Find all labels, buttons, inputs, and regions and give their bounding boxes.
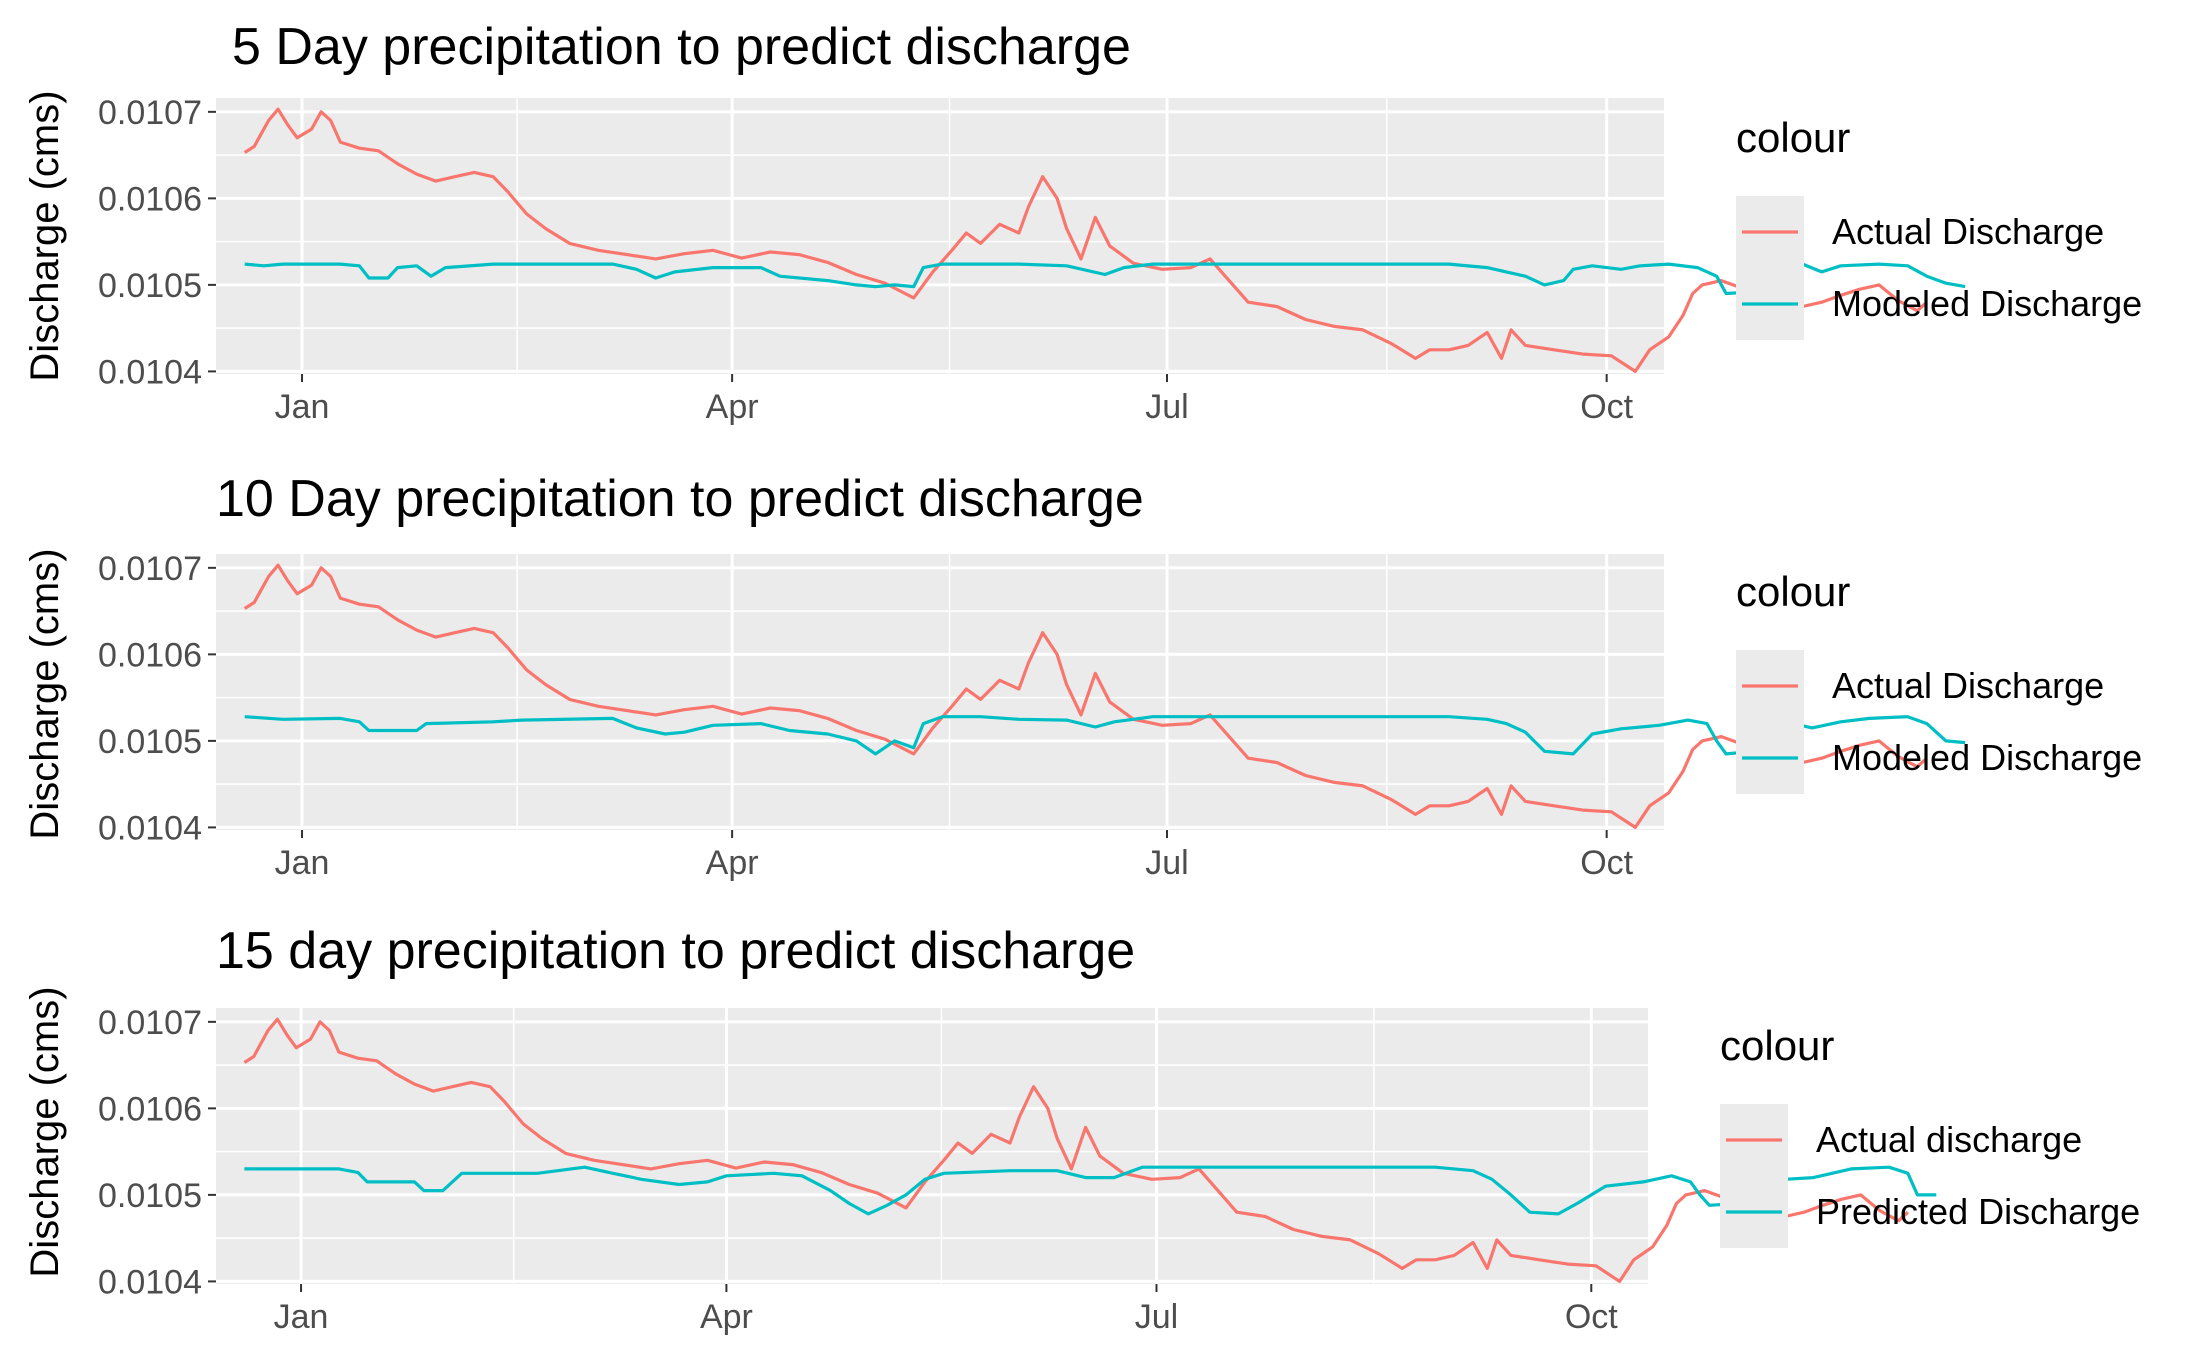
x-tick-label: Jan: [275, 844, 330, 882]
legend-label: Predicted Discharge: [1816, 1191, 2140, 1232]
y-tick-label: 0.0106: [98, 1090, 202, 1128]
chart-svg-1: 5 Day precipitation to predict discharge…: [23, 18, 2142, 426]
chart-title: 5 Day precipitation to predict discharge: [232, 18, 1131, 76]
plot-background: [216, 98, 1664, 374]
plot-background: [216, 1008, 1648, 1284]
series-line-actual-discharge: [243, 563, 1928, 829]
x-tick-label: Oct: [1580, 388, 1633, 426]
y-tick-label: 0.0107: [98, 550, 202, 588]
legend-label: Actual Discharge: [1832, 665, 2104, 706]
y-tick-label: 0.0104: [98, 1263, 202, 1301]
legend-label: Actual Discharge: [1832, 211, 2104, 252]
chart-panel-2: 10 Day precipitation to predict discharg…: [0, 450, 2187, 900]
chart-title: 10 Day precipitation to predict discharg…: [216, 470, 1144, 528]
y-tick-label: 0.0106: [98, 180, 202, 218]
y-axis-label: Discharge (cms): [23, 90, 67, 381]
chart-svg-3: 15 day precipitation to predict discharg…: [23, 922, 2140, 1336]
series-line-actual-discharge: [243, 1017, 1909, 1283]
legend-title: colour: [1736, 568, 1850, 615]
legend-label: Modeled Discharge: [1832, 737, 2142, 778]
y-tick-label: 0.0104: [98, 809, 202, 847]
y-tick-label: 0.0107: [98, 94, 202, 132]
x-tick-label: Jul: [1145, 388, 1188, 426]
series-line-predicted-discharge: [244, 1165, 1937, 1216]
legend: colour Actual discharge Predicted Discharg…: [1720, 1022, 2140, 1248]
x-tick-label: Apr: [700, 1298, 753, 1336]
y-tick-label: 0.0105: [98, 723, 202, 761]
y-tick-label: 0.0107: [98, 1004, 202, 1042]
legend-title: colour: [1720, 1022, 1834, 1069]
y-tick-label: 0.0104: [98, 353, 202, 391]
x-tick-label: Jul: [1135, 1298, 1178, 1336]
plot-area: 0.0104 0.0105 0.0106 0.0107 Jan Apr Jul Oct: [98, 550, 1966, 882]
plot-background: [216, 554, 1664, 830]
chart-panel-1: 5 Day precipitation to predict discharge…: [0, 0, 2187, 450]
y-tick-label: 0.0106: [98, 636, 202, 674]
x-tick-label: Oct: [1580, 844, 1633, 882]
chart-title: 15 day precipitation to predict discharg…: [216, 922, 1135, 980]
x-tick-label: Jan: [275, 388, 330, 426]
legend-title: colour: [1736, 114, 1850, 161]
y-tick-label: 0.0105: [98, 267, 202, 305]
series-line-actual-discharge: [243, 107, 1928, 373]
x-tick-label: Apr: [706, 844, 759, 882]
x-tick-label: Apr: [706, 388, 759, 426]
chart-svg-2: 10 Day precipitation to predict discharg…: [23, 470, 2142, 882]
legend-label: Modeled Discharge: [1832, 283, 2142, 324]
series-line-modeled-discharge: [244, 262, 1966, 296]
x-tick-label: Jul: [1145, 844, 1188, 882]
legend: colour Actual Discharge Modeled Discharge: [1736, 568, 2142, 794]
legend-label: Actual discharge: [1816, 1119, 2082, 1160]
x-tick-label: Oct: [1565, 1298, 1618, 1336]
x-tick-label: Jan: [274, 1298, 329, 1336]
plot-area: 0.0104 0.0105 0.0106 0.0107 Jan Apr Jul Oct: [98, 94, 1966, 426]
y-axis-label: Discharge (cms): [23, 548, 67, 839]
plot-area: 0.0104 0.0105 0.0106 0.0107 Jan Apr Jul Oct: [98, 1004, 1937, 1336]
y-tick-label: 0.0105: [98, 1177, 202, 1215]
legend: colour Actual Discharge Modeled Discharge: [1736, 114, 2142, 340]
chart-panel-3: 15 day precipitation to predict discharg…: [0, 900, 2187, 1350]
y-axis-label: Discharge (cms): [23, 986, 67, 1277]
